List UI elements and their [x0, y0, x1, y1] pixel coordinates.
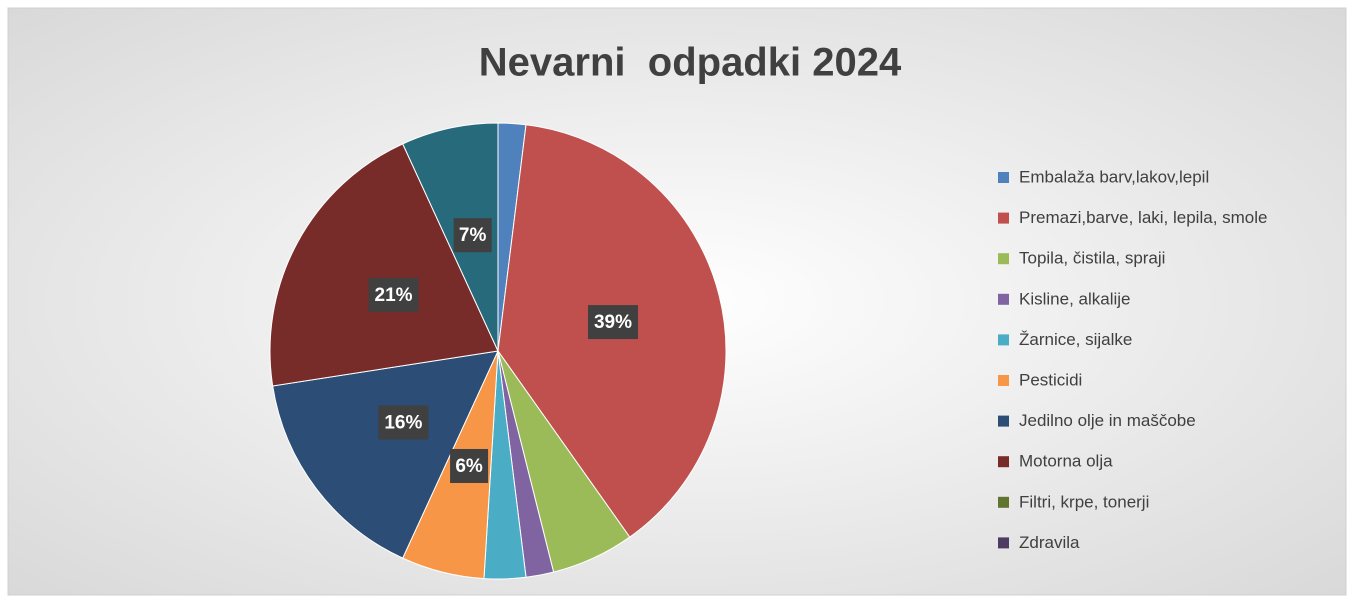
legend-label: Jedilno olje in maščobe: [1019, 411, 1196, 430]
legend-swatch: [998, 415, 1009, 427]
legend-swatch: [998, 375, 1009, 386]
legend-swatch: [998, 496, 1009, 508]
legend-label: Žarnice, sijalke: [1019, 330, 1132, 349]
data-label-box: [378, 405, 429, 440]
pie-slice: [272, 350, 499, 559]
legend-label: Premazi,barve, laki, lepila, smole: [1019, 208, 1267, 227]
pie-slice: [269, 143, 499, 387]
legend-swatch: [998, 212, 1009, 224]
data-label-box: [450, 448, 489, 483]
data-label-box: [368, 277, 419, 312]
legend-swatch: [998, 537, 1009, 549]
legend-label: Zdravila: [1019, 533, 1080, 552]
data-label-box: [453, 218, 492, 253]
legend-label: Pesticidi: [1019, 370, 1082, 389]
chart-title: Nevarni odpadki 2024: [479, 41, 902, 85]
legend-swatch: [998, 293, 1009, 305]
data-label: 7%: [459, 225, 487, 246]
data-label-box: [587, 305, 638, 340]
legend-swatch: [998, 334, 1009, 346]
legend-swatch: [998, 456, 1009, 468]
pie-slice: [402, 122, 499, 352]
legend-swatch: [998, 253, 1009, 265]
legend-label: Motorna olja: [1019, 452, 1113, 471]
data-label: 39%: [594, 312, 632, 333]
legend-label: Embalaža barv,lakov,lepil: [1019, 167, 1209, 186]
legend-swatch: [998, 172, 1009, 183]
data-label: 21%: [375, 285, 413, 306]
data-label: 16%: [384, 412, 422, 433]
data-label: 6%: [455, 456, 483, 477]
legend-label: Filtri, krpe, tonerji: [1019, 492, 1149, 511]
legend-label: Kisline, alkalije: [1019, 289, 1131, 308]
legend-label: Topila, čistila, spraji: [1019, 249, 1165, 268]
